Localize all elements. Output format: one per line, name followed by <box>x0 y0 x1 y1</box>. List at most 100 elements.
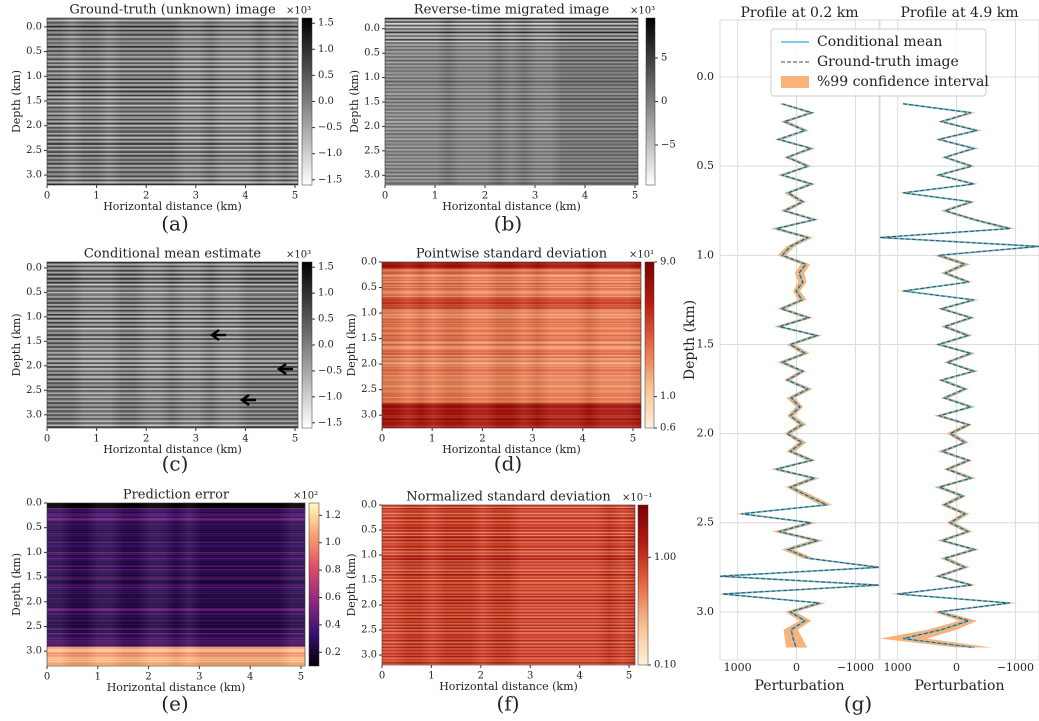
y-tick-label: 0.5 <box>364 48 380 59</box>
y-tick-label: 3.0 <box>361 650 377 661</box>
colorbar-tick-label: −1.5 <box>318 174 342 185</box>
y-tick-label: 1.0 <box>361 308 377 319</box>
colorbar <box>637 504 649 666</box>
y-tick-label: 2.0 <box>697 427 715 440</box>
legend-label: %99 confidence interval <box>817 74 989 90</box>
y-tick-label: 2.0 <box>26 360 42 371</box>
y-tick-label: 0.5 <box>26 287 42 298</box>
x-tick-label: 5 <box>626 671 632 682</box>
image-frame <box>381 504 636 666</box>
subplot-title: Profile at 0.2 km <box>741 5 859 21</box>
y-tick-label: 1.0 <box>26 71 42 82</box>
panel-caption: (c) <box>162 452 189 476</box>
y-tick-label: 3.0 <box>697 605 715 618</box>
colorbar-tick-label: 0.6 <box>660 423 676 434</box>
y-tick-label: 0.0 <box>361 257 377 268</box>
image-texture <box>385 18 638 185</box>
x-tick-label: 5 <box>292 434 298 445</box>
x-tick-label: 5 <box>298 672 304 683</box>
y-axis-label: Depth (km) <box>345 313 358 376</box>
image-texture <box>47 503 305 666</box>
x-tick-label: −1000 <box>837 661 874 674</box>
x-tick-label: 3 <box>527 671 533 682</box>
colorbar-tick-label: 0.6 <box>325 592 341 603</box>
y-tick-label: 3.0 <box>361 410 377 421</box>
colorbar-tick-label: −0.5 <box>318 365 342 376</box>
y-tick-label: 0.5 <box>26 46 42 57</box>
x-tick-label: 0 <box>382 191 388 202</box>
y-tick-label: 2.5 <box>26 621 42 632</box>
panels: Ground-truth (unknown) image 0 1 2 3 4 5 0.0 0.5… <box>10 3 1039 716</box>
truth-line <box>720 103 879 648</box>
x-tick-label: 5 <box>632 191 638 202</box>
colorbar-tick-label: 1.0 <box>660 391 676 402</box>
y-tick-label: 2.5 <box>26 385 42 396</box>
x-tick-label: 5 <box>630 434 636 445</box>
x-tick-label: 1 <box>93 191 99 202</box>
y-axis-label: Depth (km) <box>682 300 698 380</box>
panel-title: Prediction error <box>123 488 230 503</box>
y-tick-label: 1.5 <box>364 96 380 107</box>
y-tick-label: 2.5 <box>697 516 715 529</box>
colorbar-tick-label: 0.8 <box>325 565 341 576</box>
y-tick-label: 1.5 <box>26 96 42 107</box>
x-tick-label: 1 <box>93 434 99 445</box>
legend-label: Conditional mean <box>817 34 942 50</box>
x-tick-label: 2 <box>143 191 149 202</box>
y-tick-label: 0.0 <box>697 70 715 83</box>
x-tick-label: 2 <box>478 671 484 682</box>
x-tick-label: −1000 <box>997 661 1034 674</box>
y-tick-label: 2.5 <box>361 384 377 395</box>
y-tick-label: 2.5 <box>364 145 380 156</box>
arrow <box>209 328 226 342</box>
y-tick-label: 1.0 <box>364 72 380 83</box>
image-texture <box>47 18 298 185</box>
truth-line <box>880 103 1039 648</box>
panel-title: Ground-truth (unknown) image <box>69 3 276 18</box>
x-tick-label: 1 <box>95 672 101 683</box>
panel-title: Conditional mean estimate <box>84 247 262 262</box>
y-tick-label: 0.0 <box>26 21 42 32</box>
x-tick-label: 4 <box>582 191 588 202</box>
profile <box>880 102 1039 649</box>
arrow <box>239 393 256 407</box>
x-axis-label: Horizontal distance (km) <box>439 680 578 693</box>
legend-label: Ground-truth image <box>817 54 959 70</box>
y-tick-label: 0.5 <box>697 159 715 172</box>
y-tick-label: 0.5 <box>361 525 377 536</box>
x-tick-label: 3 <box>532 191 538 202</box>
x-tick-label: 0 <box>44 191 50 202</box>
x-tick-label: 4 <box>576 671 582 682</box>
x-axis-label: Perturbation <box>755 678 845 694</box>
y-tick-label: 1.5 <box>361 333 377 344</box>
colorbar-tick-label: 0.2 <box>325 647 341 658</box>
colorbar-tick-label: 1.0 <box>325 537 341 548</box>
x-tick-label: 4 <box>247 672 253 683</box>
colorbar-tick-label: 1.0 <box>318 288 334 299</box>
colorbar-tick-label: 0.0 <box>318 340 334 351</box>
y-tick-label: 1.0 <box>697 248 715 261</box>
x-tick-label: 4 <box>242 191 248 202</box>
x-tick-label: 2 <box>479 434 485 445</box>
panel-title: Normalized standard deviation <box>406 490 611 505</box>
y-tick-label: 2.0 <box>361 359 377 370</box>
x-tick-label: 1000 <box>724 661 752 674</box>
colorbar-exponent: ×10³ <box>286 250 311 261</box>
panel-title: Pointwise standard deviation <box>416 247 608 262</box>
x-axis-label: Horizontal distance (km) <box>442 200 581 213</box>
colorbar-tick-label: −1.0 <box>318 391 342 402</box>
y-tick-label: 1.5 <box>697 337 715 350</box>
y-tick-label: 3.0 <box>26 170 42 181</box>
y-axis-label: Depth (km) <box>348 70 361 133</box>
colorbar-tick-label: 0 <box>661 96 667 107</box>
colorbar <box>301 17 313 186</box>
colorbar-tick-label: 1.0 <box>318 44 334 55</box>
y-tick-label: 0.0 <box>361 500 377 511</box>
image-texture <box>47 262 298 428</box>
y-tick-label: 3.0 <box>364 170 380 181</box>
image-frame <box>46 502 306 667</box>
y-tick-label: 3.0 <box>26 409 42 420</box>
colorbar-tick-label: −1.0 <box>318 148 342 159</box>
y-tick-label: 2.0 <box>26 596 42 607</box>
y-tick-label: 3.0 <box>26 646 42 657</box>
